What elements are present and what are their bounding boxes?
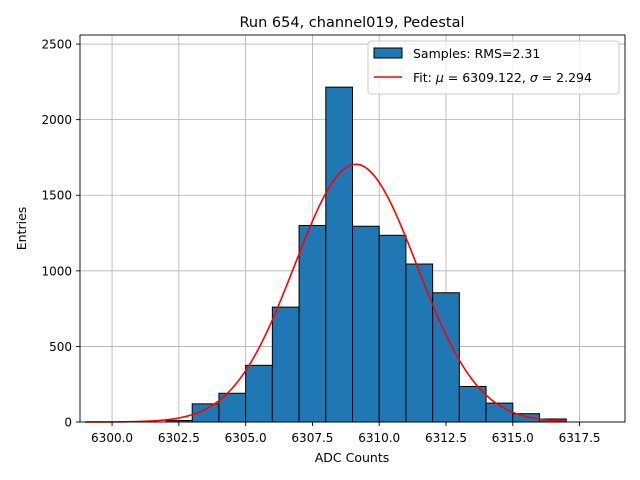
histogram-bar-9 xyxy=(405,263,434,423)
y-tick-label-3: 1500 xyxy=(41,189,72,203)
chart-title: Run 654, channel019, Pedestal xyxy=(239,15,464,31)
y-tick-label-0: 0 xyxy=(64,416,72,430)
legend-mu-value: = 6309.122, xyxy=(444,70,530,85)
histogram-bar-7 xyxy=(352,225,380,423)
y-tick-label-4: 2000 xyxy=(41,113,72,127)
x-axis-label: ADC Counts xyxy=(315,450,390,465)
y-tick-label-1: 500 xyxy=(49,340,72,354)
legend-frame xyxy=(367,40,620,95)
legend-sigma-symbol: σ xyxy=(530,70,539,85)
legend-histogram-swatch xyxy=(373,47,403,59)
plot-frame xyxy=(79,34,626,423)
y-tick-label-2: 1000 xyxy=(41,264,72,278)
y-axis-ticks: 0 500 1000 1500 2000 2500 xyxy=(41,38,80,430)
x-axis-ticks: 6300.0 6302.5 6305.0 6307.5 6310.0 6312.5 6315… xyxy=(91,422,601,445)
legend-fit-prefix: Fit: xyxy=(413,70,436,85)
legend-mu-symbol: μ xyxy=(435,70,444,85)
histogram-bar-8 xyxy=(378,234,407,423)
x-tick-label-7: 6317.5 xyxy=(559,431,601,445)
legend: Samples: RMS=2.31 Fit: μ = 6309.122, σ =… xyxy=(367,40,620,95)
x-tick-label-2: 6305.0 xyxy=(225,431,267,445)
legend-fit-label: Fit: μ = 6309.122, σ = 2.294 xyxy=(413,70,592,85)
histogram-bar-4 xyxy=(271,306,300,423)
fit-curve xyxy=(85,163,567,423)
histogram-bar-5 xyxy=(298,224,327,423)
x-tick-label-0: 6300.0 xyxy=(91,431,133,445)
x-tick-label-1: 6302.5 xyxy=(158,431,200,445)
y-tick-label-5: 2500 xyxy=(41,38,72,52)
y-axis-label: Entries xyxy=(14,207,29,251)
x-tick-label-5: 6312.5 xyxy=(425,431,467,445)
fit-curve-group xyxy=(85,163,567,423)
histogram-bar-6 xyxy=(325,86,353,423)
x-tick-label-6: 6315.0 xyxy=(492,431,534,445)
legend-sigma-value: = 2.294 xyxy=(538,70,592,85)
x-tick-label-3: 6307.5 xyxy=(291,431,333,445)
legend-histogram-label: Samples: RMS=2.31 xyxy=(413,46,540,61)
x-tick-label-4: 6310.0 xyxy=(358,431,400,445)
histogram-bar-2 xyxy=(218,392,247,423)
histogram-bar-3 xyxy=(245,364,273,423)
